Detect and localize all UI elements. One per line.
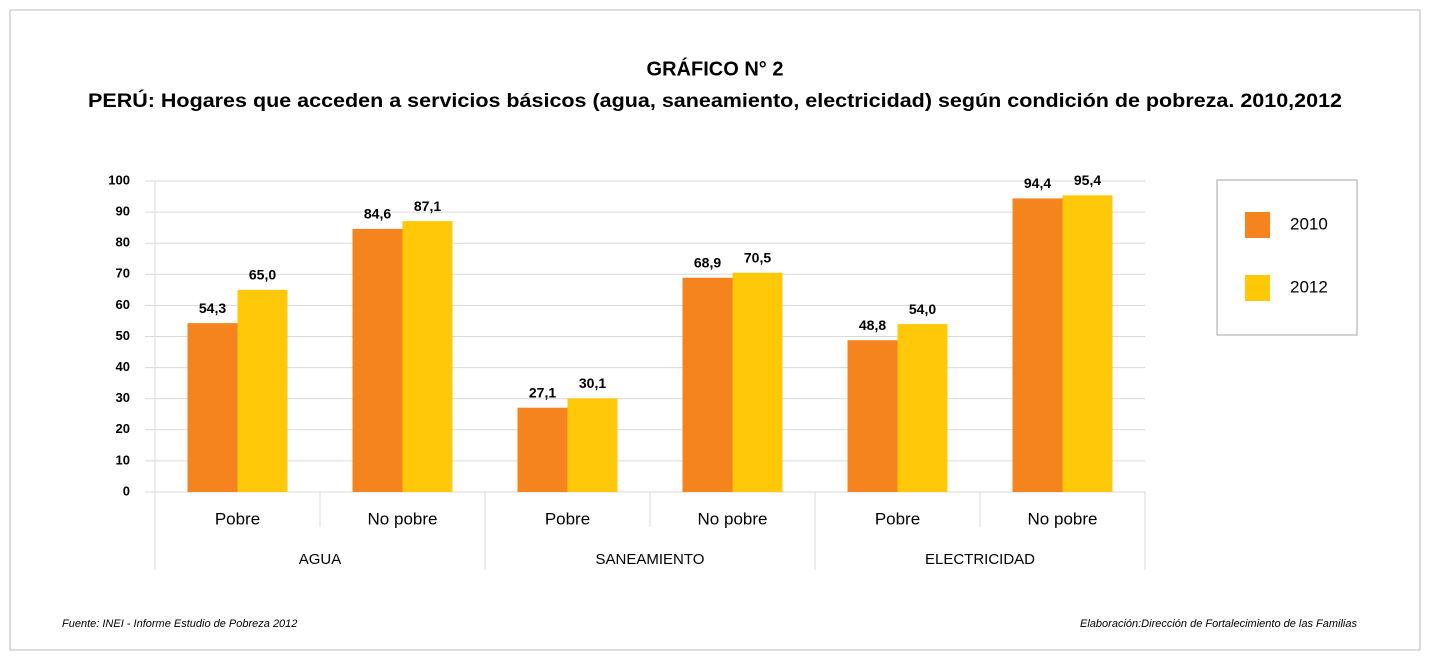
data-label: 87,1	[414, 198, 441, 214]
legend-swatch	[1245, 212, 1270, 238]
legend-box	[1216, 179, 1358, 336]
legend-label: 2012	[1290, 277, 1328, 296]
bar	[237, 289, 288, 492]
legend-swatch	[1245, 275, 1270, 301]
data-label: 27,1	[529, 384, 556, 400]
x-tick-label: Pobre	[875, 509, 920, 528]
data-label: 84,6	[364, 206, 391, 222]
y-tick-label: 100	[108, 172, 130, 187]
group-label: SANEAMIENTO	[596, 551, 705, 568]
bar	[1012, 198, 1063, 492]
bar	[682, 277, 733, 492]
bar	[847, 340, 898, 492]
bar	[897, 324, 948, 492]
bar	[567, 398, 618, 492]
bar	[732, 272, 783, 492]
y-tick-label: 0	[123, 483, 130, 498]
chart-title: GRÁFICO N° 2	[647, 57, 784, 80]
legend-label: 2010	[1290, 214, 1328, 233]
y-tick-label: 10	[116, 452, 130, 467]
y-tick-label: 20	[116, 421, 130, 436]
bar	[187, 323, 238, 492]
y-tick-label: 40	[116, 359, 130, 374]
y-tick-label: 80	[116, 235, 130, 250]
data-label: 65,0	[249, 267, 276, 283]
credit-note: Elaboración:Dirección de Fortalecimiento…	[1080, 618, 1357, 630]
bar	[1062, 195, 1113, 492]
data-label: 54,3	[199, 300, 226, 316]
bar	[402, 221, 453, 492]
y-tick-label: 60	[116, 297, 130, 312]
chart-subtitle: PERÚ: Hogares que acceden a servicios bá…	[88, 90, 1342, 112]
group-label: ELECTRICIDAD	[925, 551, 1035, 568]
data-label: 70,5	[744, 249, 771, 265]
data-label: 54,0	[909, 301, 936, 317]
y-tick-label: 70	[116, 266, 130, 281]
y-tick-label: 30	[116, 390, 130, 405]
x-tick-label: No pobre	[698, 509, 768, 528]
y-tick-label: 50	[116, 328, 130, 343]
data-label: 95,4	[1074, 172, 1101, 188]
x-tick-label: Pobre	[545, 509, 590, 528]
bar	[352, 228, 403, 493]
data-label: 94,4	[1024, 175, 1051, 191]
x-tick-label: No pobre	[1028, 509, 1098, 528]
source-note: Fuente: INEI - Informe Estudio de Pobrez…	[62, 618, 297, 630]
data-label: 68,9	[694, 254, 721, 270]
group-label: AGUA	[299, 551, 342, 568]
x-tick-label: Pobre	[215, 509, 260, 528]
x-tick-label: No pobre	[368, 509, 438, 528]
data-label: 48,8	[859, 317, 886, 333]
data-label: 30,1	[579, 375, 606, 391]
y-tick-label: 90	[116, 204, 130, 219]
bar	[517, 407, 568, 492]
